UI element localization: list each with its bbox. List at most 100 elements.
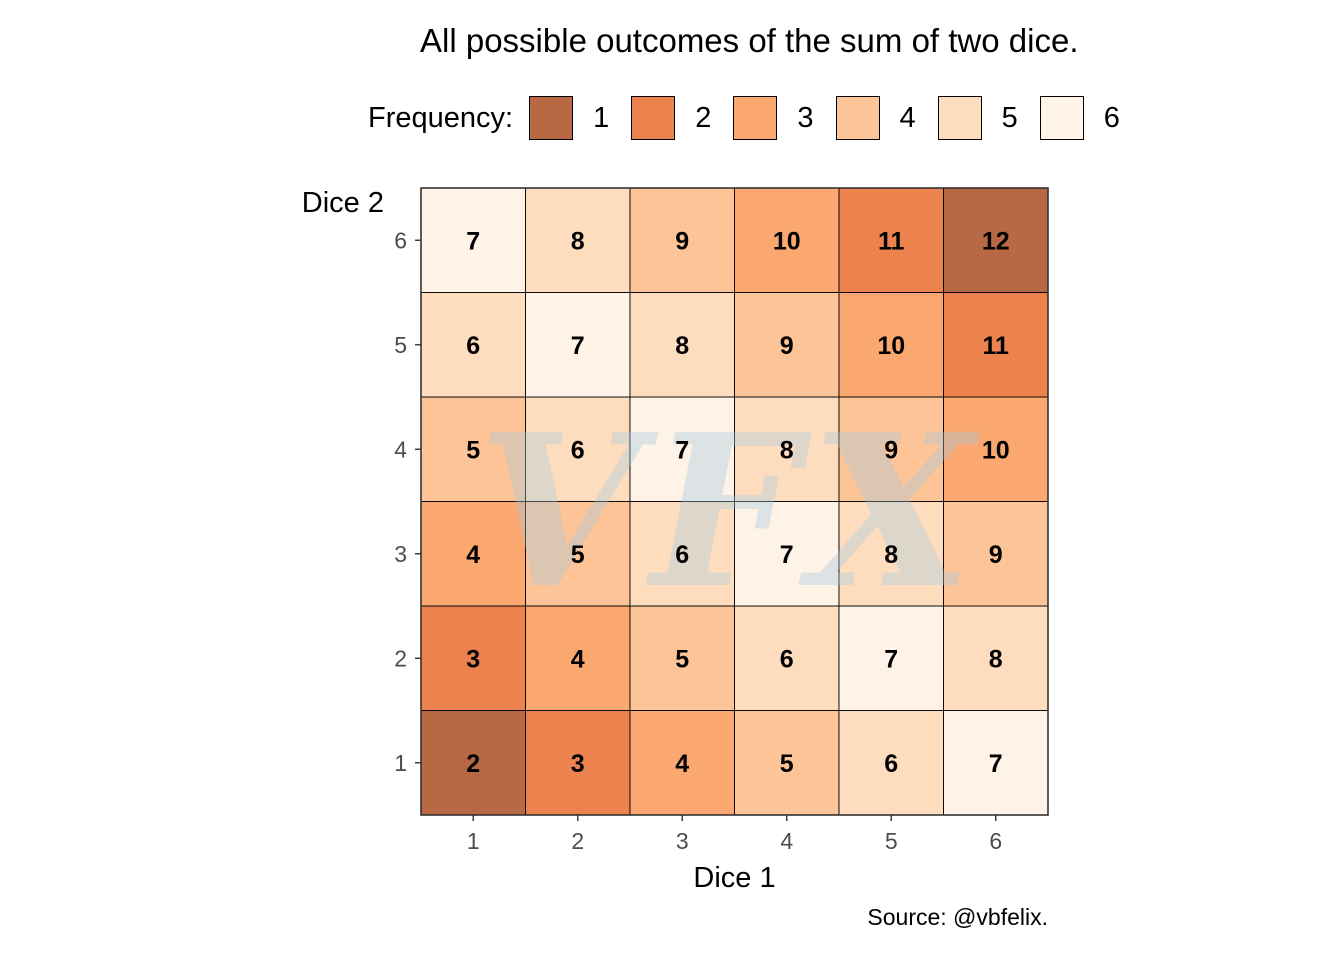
cell-value-label: 11 <box>983 332 1010 360</box>
legend-title: Frequency: <box>368 101 514 134</box>
cell-value-label: 10 <box>773 227 801 255</box>
legend-swatch <box>937 96 982 140</box>
heatmap-cell <box>838 187 944 293</box>
heatmap-cell <box>420 292 526 398</box>
cell-value-label: 7 <box>675 436 689 464</box>
legend-item: 3 <box>733 96 814 140</box>
cell-value-label: 7 <box>780 541 794 569</box>
heatmap-cell <box>838 605 944 711</box>
legend-label: 1 <box>593 101 610 134</box>
heatmap-cell <box>629 501 735 607</box>
cell-labels: 2 3 4 5 6 7 3 4 5 6 7 8 4 5 6 7 8 9 5 6 7 8 9 10 6 7 8 9 10 11 7 8 9 10 11… <box>466 227 1009 778</box>
cell-value-label: 6 <box>780 645 794 673</box>
legend-item: 2 <box>631 96 711 140</box>
heatmap-cell <box>525 501 631 607</box>
y-tick-label: 2 <box>394 645 407 671</box>
heatmap-cell <box>943 396 1049 502</box>
x-axis-title: Dice 1 <box>693 862 775 894</box>
watermark: VFX <box>478 388 983 635</box>
legend-label: 4 <box>899 101 916 134</box>
cell-value-label: 6 <box>884 750 898 778</box>
heatmap-cell <box>420 605 526 711</box>
legend-item: 1 <box>529 96 609 140</box>
cell-value-label: 5 <box>675 645 689 673</box>
cell-value-label: 6 <box>675 541 689 569</box>
heatmap-cell <box>629 605 735 711</box>
heatmap-cell <box>943 292 1049 398</box>
legend: Frequency: 1 2 3 4 5 6 <box>368 95 1142 141</box>
cell-value-label: 8 <box>780 436 794 464</box>
legend-swatch <box>631 96 676 140</box>
cell-value-label: 3 <box>571 750 585 778</box>
cell-value-label: 9 <box>780 332 794 360</box>
source-caption: Source: @vbfelix. <box>867 904 1048 930</box>
heatmap-cell <box>838 292 944 398</box>
cell-value-label: 5 <box>571 541 585 569</box>
legend-swatch <box>835 96 880 140</box>
x-tick-label: 3 <box>676 828 689 854</box>
heatmap-cell <box>525 187 631 293</box>
cell-value-label: 4 <box>675 750 689 778</box>
y-tick-label: 6 <box>394 227 407 253</box>
cell-value-label: 4 <box>571 645 585 673</box>
cell-value-label: 8 <box>884 541 898 569</box>
legend-label: 5 <box>1001 101 1018 134</box>
heatmap-cell <box>525 292 631 398</box>
legend-item: 5 <box>937 96 1018 140</box>
cell-value-label: 3 <box>466 645 480 673</box>
heatmap-cell <box>838 710 944 816</box>
legend-label: 3 <box>797 101 814 134</box>
cell-value-label: 6 <box>571 436 585 464</box>
heatmap-cell <box>629 187 735 293</box>
heatmap-cell <box>525 605 631 711</box>
cell-value-label: 5 <box>780 750 794 778</box>
cell-value-label: 10 <box>982 436 1010 464</box>
cell-value-label: 7 <box>884 645 898 673</box>
cell-value-label: 6 <box>466 332 480 360</box>
cell-value-label: 8 <box>989 645 1003 673</box>
heatmap-cell <box>734 187 840 293</box>
cell-value-label: 2 <box>466 750 480 778</box>
x-tick-label: 1 <box>467 828 480 854</box>
y-tick-label: 1 <box>394 750 407 776</box>
legend-swatch <box>733 96 778 140</box>
x-tick-label: 4 <box>780 828 793 854</box>
cell-value-label: 8 <box>675 332 689 360</box>
cell-value-label: 9 <box>884 436 898 464</box>
cell-value-label: 5 <box>466 436 480 464</box>
heatmap-cell <box>734 396 840 502</box>
cell-value-label: 9 <box>675 227 689 255</box>
x-tick-label: 6 <box>989 828 1002 854</box>
plot-border <box>420 187 1049 816</box>
heatmap-cell <box>943 710 1049 816</box>
legend-label: 6 <box>1103 101 1120 134</box>
heatmap-cell <box>734 501 840 607</box>
heatmap-cell <box>734 605 840 711</box>
cell-value-label: 7 <box>571 332 585 360</box>
heatmap-cell <box>525 396 631 502</box>
heatmap-cell <box>734 710 840 816</box>
y-tick-label: 3 <box>394 541 407 567</box>
cell-value-label: 12 <box>982 227 1010 255</box>
heatmap-cells <box>420 187 1049 816</box>
heatmap-cell <box>420 710 526 816</box>
heatmap-cell <box>734 292 840 398</box>
watermark-text: VFX <box>478 388 983 635</box>
cell-value-label: 9 <box>989 541 1003 569</box>
legend-item: 4 <box>835 96 916 140</box>
heatmap-cell <box>420 501 526 607</box>
cell-value-label: 7 <box>466 227 480 255</box>
y-tick-label: 5 <box>394 332 407 358</box>
cell-value-label: 10 <box>877 332 905 360</box>
y-tick-label: 4 <box>394 436 407 462</box>
cell-value-label: 7 <box>989 750 1003 778</box>
x-tick-label: 5 <box>885 828 898 854</box>
cell-value-label: 8 <box>571 227 585 255</box>
legend-label: 2 <box>695 101 712 134</box>
chart-title: All possible outcomes of the sum of two … <box>420 22 1079 59</box>
x-tick-label: 2 <box>571 828 584 854</box>
heatmap-cell <box>943 605 1049 711</box>
heatmap-cell <box>629 710 735 816</box>
